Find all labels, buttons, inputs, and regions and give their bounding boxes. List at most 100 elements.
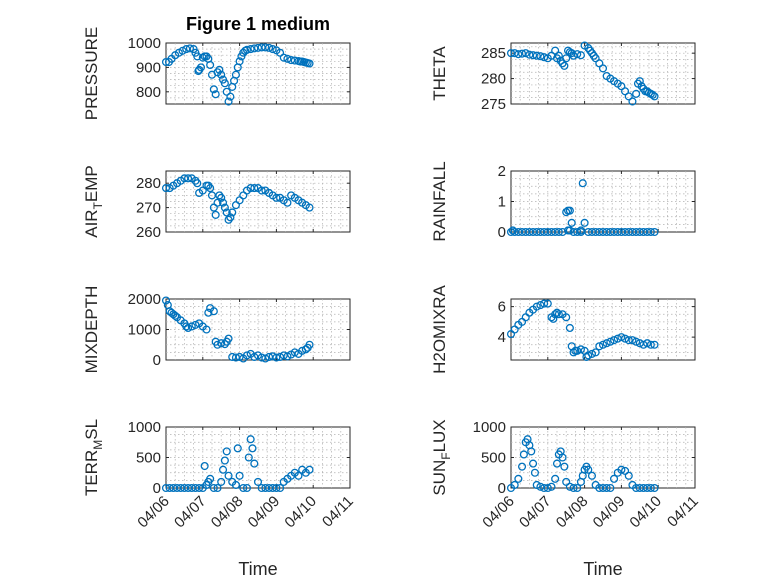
data-point <box>609 336 619 345</box>
data-point <box>646 483 655 493</box>
data-point <box>244 453 253 462</box>
data-point <box>562 208 571 217</box>
data-point <box>220 79 229 88</box>
y-tick-label: 0 <box>498 224 506 241</box>
data-point <box>305 59 314 68</box>
data-point <box>206 60 215 70</box>
data-point <box>532 51 541 60</box>
y-axis-label: TERRMSL <box>82 419 105 496</box>
data-point <box>218 198 228 207</box>
data-point <box>206 474 215 483</box>
data-point <box>228 208 237 217</box>
x-axis-label: Time <box>583 559 622 579</box>
data-point <box>222 447 231 456</box>
data-point <box>218 465 228 474</box>
data-point <box>621 334 630 343</box>
data-point <box>584 465 593 474</box>
data-point <box>248 444 257 453</box>
data-point <box>235 471 244 480</box>
x-tick-label: 04/09 <box>245 493 284 532</box>
data-point <box>598 64 608 73</box>
y-axis-label: AIRTEMP <box>82 165 105 238</box>
y-tick-label: 0 <box>153 352 161 369</box>
data-point <box>220 203 229 212</box>
data-point <box>628 336 637 345</box>
x-tick-label: 04/11 <box>664 493 702 531</box>
data-point <box>565 482 574 491</box>
data-point <box>650 92 659 101</box>
data-point <box>540 299 549 308</box>
data-point <box>606 483 615 493</box>
data-point <box>560 462 569 471</box>
data-point <box>200 461 209 471</box>
data-point <box>272 193 281 202</box>
data-point <box>224 471 233 480</box>
data-point <box>242 45 252 54</box>
data-point <box>560 61 569 70</box>
y-tick-label: 900 <box>136 59 161 76</box>
data-point <box>650 340 659 349</box>
data-point <box>530 468 539 477</box>
data-point <box>628 97 637 106</box>
data-point <box>549 314 558 323</box>
y-tick-label: 280 <box>136 175 161 192</box>
data-point <box>543 483 552 493</box>
subplot-rainfall: 0 1 2 RAINFALL <box>430 161 696 242</box>
data-point <box>547 482 556 491</box>
data-point <box>602 339 611 348</box>
data-point <box>187 322 196 331</box>
data-point <box>246 435 255 444</box>
data-point <box>257 186 266 195</box>
data-point <box>554 227 563 237</box>
data-point <box>235 57 244 66</box>
data-point <box>617 333 626 342</box>
data-point <box>261 43 270 52</box>
x-tick-label: 04/08 <box>208 493 247 532</box>
y-tick-label: 275 <box>481 96 506 113</box>
data-point <box>576 226 585 235</box>
data-point <box>276 483 285 493</box>
y-tick-label: 0 <box>498 480 506 497</box>
data-point <box>202 325 211 334</box>
y-axis-label: RAINFALL <box>430 161 449 241</box>
y-tick-label: 2 <box>498 163 506 180</box>
y-tick-label: 270 <box>136 200 161 217</box>
data-point <box>242 351 252 360</box>
data-point <box>184 174 193 183</box>
subplot-theta: 275 280 285 THETA <box>430 41 696 113</box>
y-tick-label: 0 <box>153 480 161 497</box>
data-point <box>565 323 574 333</box>
y-tick-label: 2000 <box>128 291 161 308</box>
data-point <box>558 453 567 462</box>
data-point <box>239 483 248 493</box>
y-tick-label: 6 <box>498 299 506 316</box>
data-point <box>576 51 585 60</box>
data-point <box>209 483 218 493</box>
x-tick-label: 04/10 <box>626 493 665 532</box>
data-point <box>648 90 657 99</box>
data-point <box>185 44 194 53</box>
data-point <box>540 53 549 62</box>
data-point <box>294 471 303 480</box>
data-point <box>598 340 608 349</box>
x-tick-label: 04/08 <box>553 493 592 532</box>
x-axis-label: Time <box>238 559 277 579</box>
data-point <box>193 179 202 188</box>
y-tick-label: 280 <box>481 71 506 88</box>
x-tick-label: 04/06 <box>134 493 173 532</box>
data-point <box>517 49 527 58</box>
data-point <box>279 351 288 360</box>
x-tick-label: 04/10 <box>281 493 320 532</box>
data-point <box>567 218 576 227</box>
y-tick-label: 500 <box>136 450 161 467</box>
data-point <box>536 52 545 61</box>
data-point <box>287 56 296 65</box>
y-tick-label: 285 <box>481 45 506 62</box>
data-point <box>231 70 240 79</box>
data-point <box>510 480 519 490</box>
data-point <box>569 483 578 493</box>
data-point <box>595 342 604 351</box>
